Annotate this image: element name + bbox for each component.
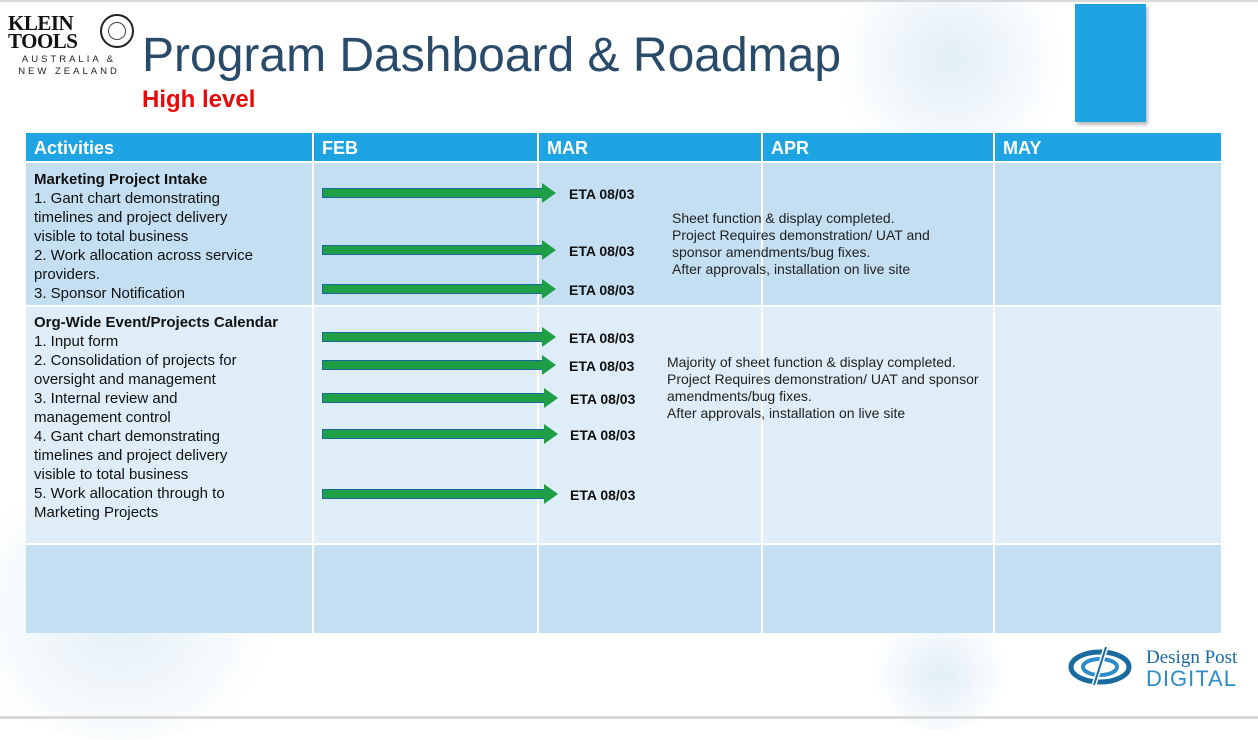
eta-label: ETA 08/03	[569, 243, 635, 259]
klein-tools-logo: KLEIN TOOLS AUSTRALIA & NEW ZEALAND	[8, 11, 134, 80]
timeline-arrow	[322, 484, 558, 504]
page-subtitle: High level	[142, 86, 256, 113]
activity-org-calendar: Org-Wide Event/Projects Calendar 1. Inpu…	[34, 313, 278, 522]
timeline-arrow	[322, 327, 556, 347]
column-divider	[537, 133, 539, 633]
status-note: Sheet function & display completed. Proj…	[672, 210, 930, 277]
activity-line: 3. Internal review and	[34, 390, 178, 407]
slide-bottom-border	[0, 716, 1258, 719]
page-title: Program Dashboard & Roadmap	[142, 29, 842, 82]
table-row-org-calendar	[26, 307, 1221, 543]
logo-wordmark: KLEIN TOOLS	[8, 11, 78, 53]
eta-label: ETA 08/03	[570, 391, 636, 407]
row-divider	[26, 305, 1221, 307]
column-header-feb: FEB	[314, 133, 537, 161]
design-post-swirl-icon	[1068, 646, 1132, 686]
column-divider	[312, 133, 314, 633]
timeline-arrow	[322, 240, 556, 260]
activity-line: 2. Work allocation across service	[34, 247, 253, 264]
row-divider	[26, 161, 1221, 163]
row-divider	[26, 543, 1221, 545]
timeline-arrow	[322, 424, 558, 444]
activity-line: 1. Input form	[34, 333, 119, 350]
design-post-digital-logo: Design Post DIGITAL	[1066, 641, 1246, 693]
column-header-mar: MAR	[539, 133, 761, 161]
activity-line: visible to total business	[34, 466, 189, 483]
column-divider	[993, 133, 995, 633]
activity-line: management control	[34, 409, 171, 426]
column-header-apr: APR	[763, 133, 993, 161]
column-divider	[761, 133, 763, 633]
eta-label: ETA 08/03	[570, 427, 636, 443]
activity-line: timelines and project delivery	[34, 447, 228, 464]
column-header-activities: Activities	[26, 133, 312, 161]
activity-line: 3. Sponsor Notification	[34, 285, 185, 302]
eta-label: ETA 08/03	[569, 358, 635, 374]
timeline-arrow	[322, 388, 558, 408]
table-row-empty	[26, 545, 1221, 633]
eta-label: ETA 08/03	[570, 487, 636, 503]
activity-line: 4. Gant chart demonstrating	[34, 428, 220, 445]
roadmap-table: Activities FEB MAR APR MAY Marketing Pro…	[26, 133, 1221, 633]
activity-heading: Org-Wide Event/Projects Calendar	[34, 314, 279, 331]
eta-label: ETA 08/03	[569, 282, 635, 298]
eta-label: ETA 08/03	[569, 330, 635, 346]
activity-line: Marketing Projects	[34, 504, 159, 521]
activity-marketing-intake: Marketing Project Intake 1. Gant chart d…	[34, 170, 253, 303]
column-header-may: MAY	[995, 133, 1221, 161]
eta-label: ETA 08/03	[569, 186, 635, 202]
activity-line: providers.	[34, 266, 100, 283]
activity-line: 5. Work allocation through to	[34, 485, 225, 502]
background-glow	[860, 620, 1020, 730]
activity-heading: Marketing Project Intake	[34, 171, 208, 188]
activity-line: 1. Gant chart demonstrating	[34, 190, 220, 207]
logo-region: AUSTRALIA & NEW ZEALAND	[18, 54, 120, 77]
logo-seal-icon	[100, 14, 134, 48]
decorative-blue-block	[1075, 4, 1146, 122]
table-row-marketing-intake	[26, 163, 1221, 305]
timeline-arrow	[322, 355, 556, 375]
slide-top-border	[0, 0, 1258, 2]
activity-line: 2. Consolidation of projects for	[34, 352, 237, 369]
status-note: Majority of sheet function & display com…	[667, 354, 979, 421]
activity-line: oversight and management	[34, 371, 216, 388]
activity-line: visible to total business	[34, 228, 189, 245]
activity-line: timelines and project delivery	[34, 209, 228, 226]
timeline-arrow	[322, 183, 556, 203]
timeline-arrow	[322, 279, 556, 299]
